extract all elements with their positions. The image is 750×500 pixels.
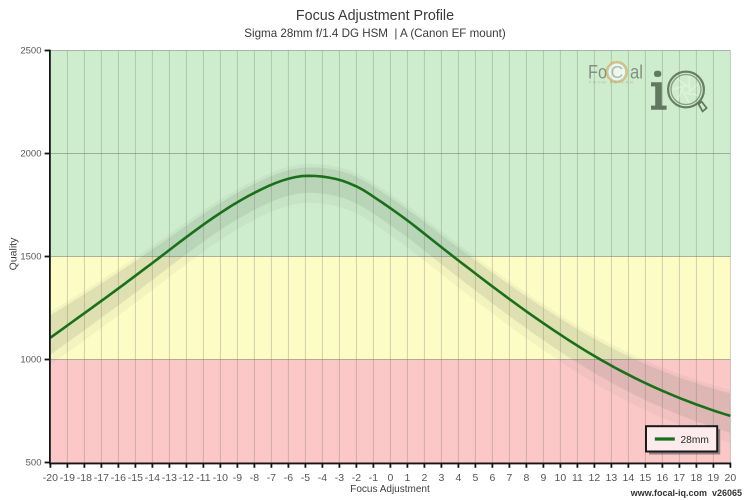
svg-text:15: 15 <box>640 472 652 484</box>
svg-text:-8: -8 <box>250 472 259 484</box>
svg-text:-1: -1 <box>369 472 378 484</box>
svg-text:-3: -3 <box>335 472 344 484</box>
svg-text:6: 6 <box>489 472 495 484</box>
svg-text:19: 19 <box>708 472 720 484</box>
svg-text:-4: -4 <box>318 472 327 484</box>
svg-text:1000: 1000 <box>20 355 41 366</box>
svg-text:2000: 2000 <box>20 149 41 160</box>
svg-text:10: 10 <box>555 472 567 484</box>
svg-text:16: 16 <box>657 472 669 484</box>
svg-text:-20: -20 <box>43 472 58 484</box>
svg-text:-10: -10 <box>213 472 228 484</box>
svg-text:5: 5 <box>472 472 478 484</box>
svg-text:-18: -18 <box>77 472 92 484</box>
svg-text:17: 17 <box>674 472 686 484</box>
svg-text:28mm: 28mm <box>681 435 709 446</box>
svg-text:18: 18 <box>691 472 703 484</box>
svg-text:-14: -14 <box>145 472 160 484</box>
svg-text:Focus Adjustment Profile: Focus Adjustment Profile <box>296 8 454 24</box>
svg-text:-15: -15 <box>128 472 143 484</box>
svg-text:-13: -13 <box>162 472 177 484</box>
svg-text:1500: 1500 <box>20 252 41 263</box>
svg-text:Fo: Fo <box>588 62 607 83</box>
svg-text:-7: -7 <box>267 472 276 484</box>
svg-text:-6: -6 <box>284 472 293 484</box>
svg-text:-12: -12 <box>179 472 194 484</box>
svg-text:-2: -2 <box>352 472 361 484</box>
svg-text:-11: -11 <box>196 472 211 484</box>
svg-text:-16: -16 <box>111 472 126 484</box>
svg-text:C: C <box>611 62 624 82</box>
svg-text:al: al <box>630 62 643 83</box>
svg-text:Sigma 28mm f/1.4 DG HSM | A (: Sigma 28mm f/1.4 DG HSM | A (Canon EF mo… <box>244 27 506 40</box>
svg-text:www.focal-iq.com v26065: www.focal-iq.com v26065 <box>630 488 742 498</box>
svg-text:500: 500 <box>26 458 42 469</box>
svg-text:7: 7 <box>506 472 512 484</box>
svg-text:2: 2 <box>421 472 427 484</box>
svg-text:4: 4 <box>455 472 461 484</box>
svg-text:8: 8 <box>523 472 529 484</box>
svg-text:14: 14 <box>623 472 635 484</box>
svg-text:11: 11 <box>572 472 583 484</box>
svg-text:2500: 2500 <box>20 46 41 57</box>
svg-text:9: 9 <box>540 472 546 484</box>
svg-text:-5: -5 <box>301 472 310 484</box>
svg-text:Focus Adjustment: Focus Adjustment <box>350 484 430 495</box>
svg-text:Quality: Quality <box>8 237 20 270</box>
svg-text:3: 3 <box>438 472 444 484</box>
svg-text:-17: -17 <box>94 472 109 484</box>
svg-text:20: 20 <box>725 472 737 484</box>
svg-text:FROM REIKAN: FROM REIKAN <box>589 80 634 85</box>
svg-text:-19: -19 <box>60 472 75 484</box>
svg-text:13: 13 <box>606 472 618 484</box>
svg-text:0: 0 <box>387 472 393 484</box>
svg-text:-9: -9 <box>233 472 242 484</box>
svg-text:1: 1 <box>404 472 410 484</box>
svg-text:12: 12 <box>589 472 601 484</box>
